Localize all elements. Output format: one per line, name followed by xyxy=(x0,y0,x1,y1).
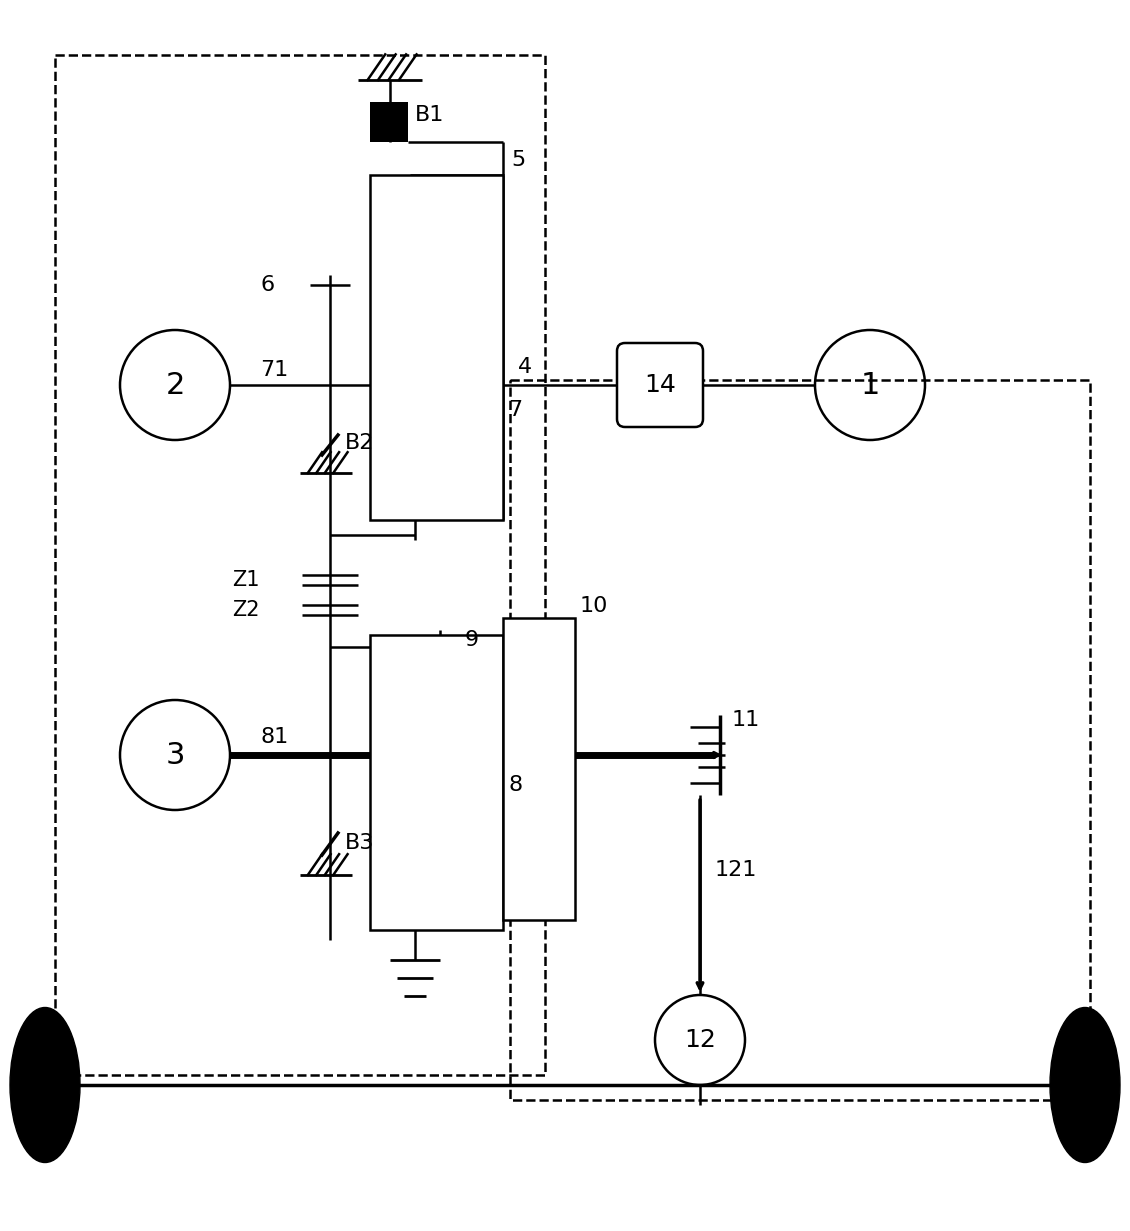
Text: 3: 3 xyxy=(165,741,184,769)
Text: 71: 71 xyxy=(260,359,288,380)
Ellipse shape xyxy=(10,1007,80,1162)
Text: 5: 5 xyxy=(511,150,525,170)
Text: Z1: Z1 xyxy=(233,570,260,590)
Text: 7: 7 xyxy=(508,400,522,420)
Bar xyxy=(370,102,408,142)
Text: 9: 9 xyxy=(466,630,479,650)
Text: 4: 4 xyxy=(518,357,532,377)
Text: 6: 6 xyxy=(261,275,275,295)
Bar xyxy=(370,175,503,519)
Text: 2: 2 xyxy=(165,371,184,400)
Text: 11: 11 xyxy=(732,710,760,730)
Text: B1: B1 xyxy=(415,105,444,126)
Text: 81: 81 xyxy=(260,728,288,747)
Bar xyxy=(370,635,503,929)
Text: 121: 121 xyxy=(715,860,757,880)
Text: 1: 1 xyxy=(860,371,879,400)
Text: 10: 10 xyxy=(580,596,608,616)
Text: Z2: Z2 xyxy=(233,599,260,620)
Text: 12: 12 xyxy=(684,1028,716,1053)
Text: 8: 8 xyxy=(508,776,522,795)
Text: 14: 14 xyxy=(644,373,676,398)
FancyBboxPatch shape xyxy=(617,343,703,427)
Ellipse shape xyxy=(1050,1007,1120,1162)
Text: B3: B3 xyxy=(345,833,374,853)
Bar xyxy=(503,618,575,920)
Text: B2: B2 xyxy=(345,433,374,453)
